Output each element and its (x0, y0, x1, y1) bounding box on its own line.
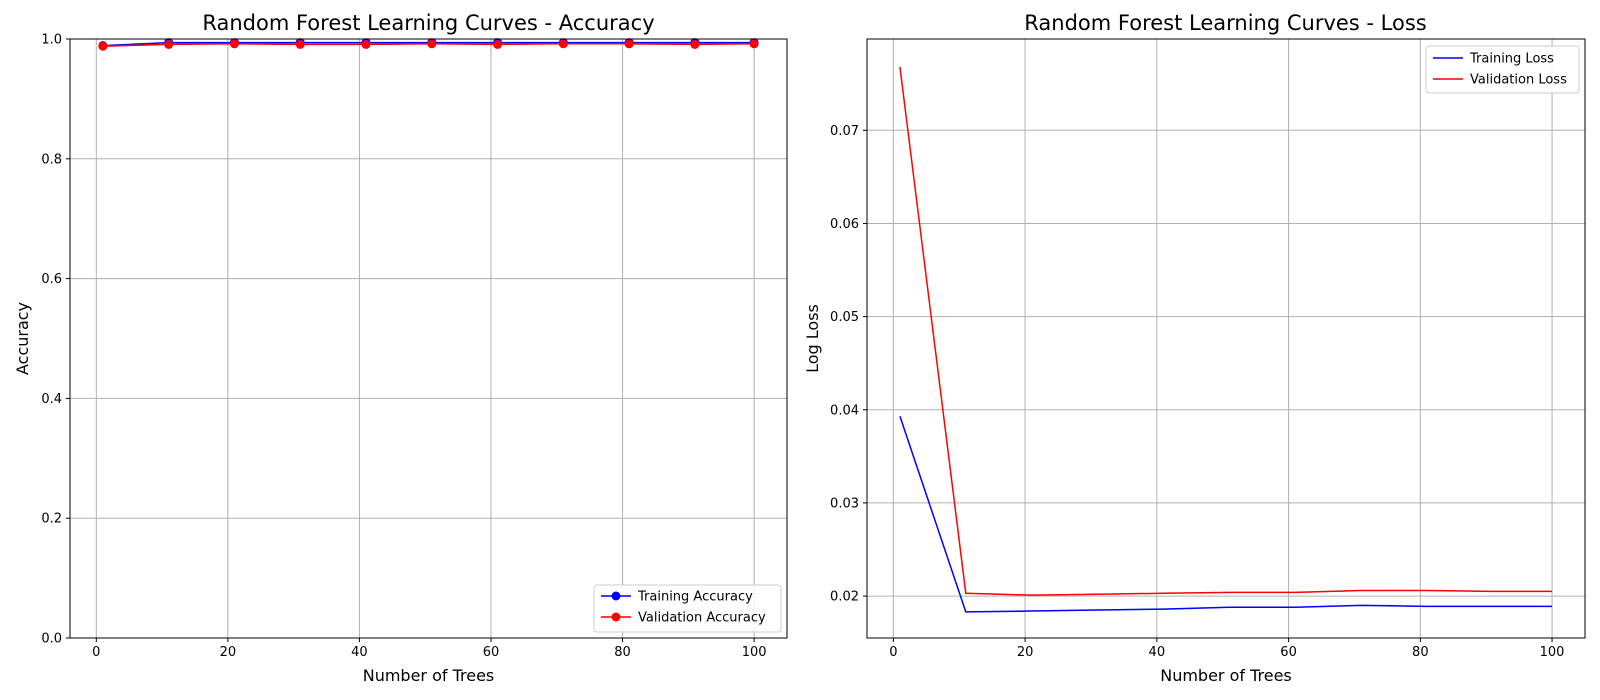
loss-y-tick-label: 0.07 (830, 124, 859, 139)
loss-legend-label-validation: Validation Loss (1470, 73, 1567, 88)
accuracy-data-point-validation-accuracy (624, 39, 634, 49)
accuracy-y-tick-label: 0.0 (41, 632, 62, 647)
accuracy-x-tick-label: 20 (220, 645, 237, 660)
loss-series (899, 66, 1553, 613)
loss-chart-title: Random Forest Learning Curves - Loss (1024, 11, 1426, 35)
loss-legend-label-training: Training Loss (1469, 52, 1554, 67)
loss-y-tick-label: 0.02 (830, 590, 859, 605)
accuracy-data-point-validation-accuracy (361, 39, 371, 49)
accuracy-legend: Training Accuracy Validation Accuracy (593, 584, 782, 633)
accuracy-data-point-validation-accuracy (229, 39, 239, 49)
accuracy-x-axis-label: Number of Trees (363, 666, 495, 685)
loss-grid (867, 39, 1585, 638)
accuracy-data-point-validation-accuracy (164, 39, 174, 49)
loss-y-axis-label: Log Loss (803, 304, 822, 373)
accuracy-data-point-validation-accuracy (98, 41, 108, 51)
loss-series-line-validation-loss (899, 66, 1553, 596)
accuracy-data-point-validation-accuracy (690, 39, 700, 49)
accuracy-x-tick-label: 80 (614, 645, 631, 660)
loss-legend: Training Loss Validation Loss (1425, 45, 1580, 94)
loss-x-tick-label: 40 (1149, 645, 1166, 660)
accuracy-plot-frame (69, 38, 788, 639)
accuracy-ticks: 0 20 40 60 80 100 0.0 0.2 0.4 0.6 0.8 1.0 (41, 33, 766, 661)
accuracy-x-tick-label: 60 (483, 645, 500, 660)
loss-series-line-training-loss (899, 416, 1553, 613)
accuracy-y-tick-label: 0.4 (41, 392, 62, 407)
loss-y-tick-label: 0.03 (830, 496, 859, 511)
accuracy-data-point-validation-accuracy (558, 39, 568, 49)
loss-x-tick-label: 100 (1540, 645, 1565, 660)
accuracy-legend-marker-training (611, 591, 621, 601)
loss-x-axis-label: Number of Trees (1160, 666, 1292, 685)
accuracy-legend-label-training: Training Accuracy (637, 590, 753, 605)
loss-x-tick-label: 80 (1412, 645, 1429, 660)
loss-x-tick-label: 20 (1017, 645, 1034, 660)
loss-x-tick-label: 0 (889, 645, 897, 660)
accuracy-data-point-validation-accuracy (749, 39, 759, 49)
accuracy-data-point-validation-accuracy (493, 39, 503, 49)
accuracy-series (98, 38, 759, 51)
accuracy-y-tick-label: 1.0 (41, 33, 62, 48)
accuracy-legend-box (593, 584, 782, 633)
accuracy-grid (70, 38, 787, 639)
loss-plot-frame (866, 38, 1586, 639)
loss-y-tick-label: 0.05 (830, 310, 859, 325)
loss-legend-box (1425, 45, 1580, 94)
accuracy-x-tick-label: 0 (92, 645, 100, 660)
accuracy-legend-marker-validation (611, 612, 621, 622)
accuracy-y-tick-label: 0.6 (41, 272, 62, 287)
accuracy-legend-label-validation: Validation Accuracy (638, 611, 766, 626)
loss-chart: Random Forest Learning Curves - Loss 0 20… (803, 11, 1586, 685)
accuracy-y-axis-label: Accuracy (13, 302, 32, 375)
loss-y-tick-label: 0.06 (830, 217, 859, 232)
accuracy-data-point-validation-accuracy (427, 39, 437, 49)
accuracy-chart-title: Random Forest Learning Curves - Accuracy (202, 11, 654, 35)
accuracy-data-point-validation-accuracy (295, 39, 305, 49)
loss-x-tick-label: 60 (1280, 645, 1297, 660)
accuracy-y-tick-label: 0.8 (41, 152, 62, 167)
accuracy-chart: Random Forest Learning Curves - Accuracy… (13, 11, 788, 685)
loss-y-tick-label: 0.04 (830, 403, 859, 418)
loss-ticks: 0 20 40 60 80 100 0.02 0.03 0.04 0.05 0.06 0.07 (830, 124, 1564, 660)
accuracy-x-tick-label: 40 (351, 645, 368, 660)
accuracy-y-tick-label: 0.2 (41, 512, 62, 527)
accuracy-x-tick-label: 100 (742, 645, 767, 660)
